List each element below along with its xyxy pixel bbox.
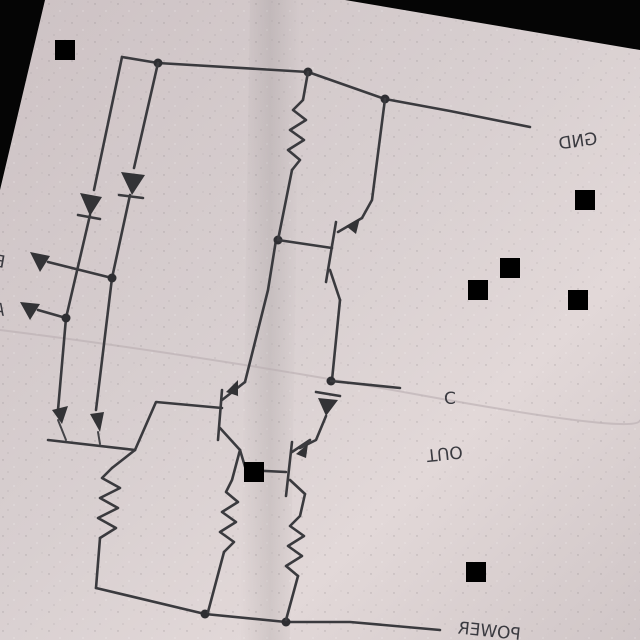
resistor-right-lower <box>284 492 307 578</box>
transistor-mid <box>216 380 247 452</box>
horizontal-fold <box>0 329 640 426</box>
wire-to-left-resistor <box>110 448 137 470</box>
resistor-left <box>96 466 122 540</box>
input-common-line <box>46 438 137 452</box>
node-dot <box>107 273 117 283</box>
wire-mid-collector <box>243 238 278 384</box>
label-c: C <box>444 389 456 409</box>
node-dot <box>61 313 71 323</box>
label-b: B <box>0 251 7 273</box>
resistor-mid-lower <box>218 448 242 554</box>
redaction-marks <box>55 40 595 582</box>
redaction-square <box>55 40 75 60</box>
wire-to-output <box>330 298 342 382</box>
circuit-drawing: B A POWER <box>0 55 599 640</box>
arrow-b-emitter <box>90 412 104 432</box>
transistor-upper <box>324 216 364 302</box>
diode-second <box>117 172 145 200</box>
redaction-square <box>575 190 595 210</box>
input-b-wire <box>46 260 114 280</box>
base-line-upper <box>276 238 334 250</box>
redaction-square <box>468 280 488 300</box>
output-c-line <box>329 379 402 390</box>
transistor-lower <box>284 438 312 498</box>
arrow-a-emitter <box>52 406 68 424</box>
gnd-rail <box>120 55 532 129</box>
redaction-square <box>500 258 520 278</box>
base-line-mid <box>133 400 224 452</box>
redaction-square <box>568 290 588 310</box>
input-a-wire <box>36 308 68 320</box>
label-out: OUT <box>425 441 464 465</box>
input-b-arrow <box>30 252 50 272</box>
redaction-square <box>466 562 486 582</box>
diode-output <box>314 390 342 416</box>
wire-upper-collector <box>360 97 387 220</box>
node-dot <box>281 617 291 627</box>
input-a-arrow <box>20 302 40 320</box>
label-a: A <box>0 299 7 321</box>
redaction-square <box>244 462 264 482</box>
label-power: POWER <box>457 618 522 640</box>
wire-left-branch <box>92 55 124 192</box>
resistor-top <box>286 70 310 172</box>
wire-second-branch <box>132 61 160 170</box>
diode-left <box>76 193 102 221</box>
